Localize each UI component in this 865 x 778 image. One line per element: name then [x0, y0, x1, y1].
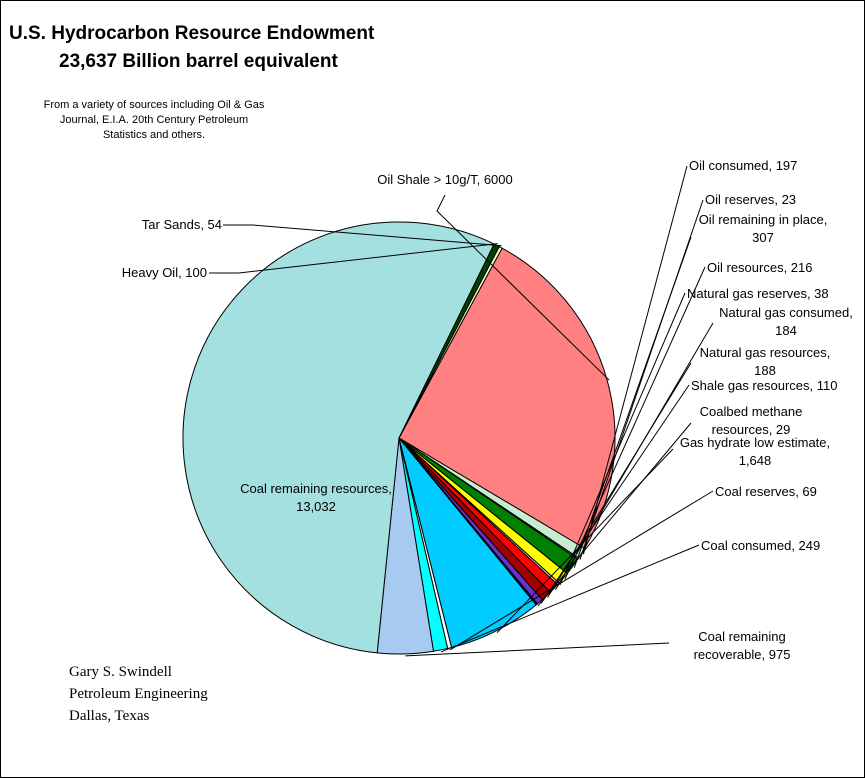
slice-label: Tar Sands, 54 — [142, 217, 222, 232]
leader-line — [209, 243, 498, 274]
pie-slice — [182, 221, 495, 654]
slice-label: Oil Shale > 10g/T, 6000 — [377, 172, 513, 187]
slice-label: Shale gas resources, 110 — [691, 378, 837, 393]
slice-label-line: Oil remaining in place, — [699, 212, 828, 227]
leader-line — [436, 194, 610, 381]
leader-line — [537, 422, 692, 607]
slice-label: Coal remaining resources, 13,032 — [240, 481, 392, 514]
leader-line — [223, 224, 502, 247]
slice-label-line: 1,648 — [739, 453, 772, 468]
slice-label: Coalbed methane resources, 29 — [700, 404, 803, 437]
slice-label: Natural gas resources, 188 — [700, 345, 831, 378]
slice-label-line: 13,032 — [296, 499, 336, 514]
slice-label-line: 188 — [754, 363, 776, 378]
slice-label: Coal consumed, 249 — [701, 538, 820, 553]
slice-label-line: Coal consumed, 249 — [701, 538, 820, 553]
slice-label-line: Oil resources, 216 — [707, 260, 813, 275]
slice-label: Coal remaining recoverable, 975 — [694, 629, 791, 662]
source-note-line: Journal, E.I.A. 20th Century Petroleum — [59, 114, 249, 126]
source-note-line: From a variety of sources including Oil … — [43, 99, 265, 111]
leader-line — [496, 448, 674, 634]
slice-label-line: Natural gas consumed, — [719, 305, 853, 320]
slice-label-line: Coal reserves, 69 — [715, 484, 817, 499]
author-name: Gary S. Swindell — [69, 664, 172, 680]
slice-label-line: Natural gas reserves, 38 — [687, 286, 829, 301]
author-department: Petroleum Engineering — [69, 686, 208, 702]
leader-line — [564, 266, 706, 580]
slice-label-line: Shale gas resources, 110 — [691, 378, 837, 393]
slice-label: Natural gas consumed, 184 — [719, 305, 853, 338]
slice-label-line: Coal remaining — [698, 629, 785, 644]
slice-label: Oil remaining in place, 307 — [699, 212, 828, 245]
pie-slice — [398, 246, 503, 439]
leader-line — [540, 384, 690, 604]
source-note: From a variety of sources including Oil … — [19, 98, 289, 143]
slice-label-line: recoverable, 975 — [694, 647, 791, 662]
slice-label-line: resources, 29 — [712, 422, 791, 437]
slice-label: Heavy Oil, 100 — [122, 265, 207, 280]
slice-label: Gas hydrate low estimate, 1,648 — [680, 435, 830, 468]
slice-label: Natural gas reserves, 38 — [687, 286, 829, 301]
slice-label: Coal reserves, 69 — [715, 484, 817, 499]
author-credits: Gary S. Swindell Petroleum Engineering D… — [69, 661, 208, 727]
slice-label-line: Natural gas resources, — [700, 345, 831, 360]
slice-label-line: Coal remaining resources, — [240, 481, 392, 496]
leader-line — [573, 236, 692, 568]
leader-line — [559, 292, 686, 586]
slice-label: Oil reserves, 23 — [705, 192, 796, 207]
leader-line — [405, 642, 670, 657]
chart-title: U.S. Hydrocarbon Resource Endowment — [9, 23, 375, 44]
slice-label-line: 184 — [775, 323, 797, 338]
slice-label: Oil resources, 216 — [707, 260, 813, 275]
slice-label-line: Heavy Oil, 100 — [122, 265, 207, 280]
slice-label-line: Gas hydrate low estimate, — [680, 435, 830, 450]
slice-label-line: Tar Sands, 54 — [142, 217, 222, 232]
chart-subtitle: 23,637 Billion barrel equivalent — [59, 51, 338, 72]
author-location: Dallas, Texas — [69, 708, 150, 724]
slice-label-line: Oil consumed, 197 — [689, 158, 797, 173]
source-note-line: Statistics and others. — [102, 129, 206, 141]
slice-label-line: Oil Shale > 10g/T, 6000 — [377, 172, 513, 187]
leader-line — [440, 544, 700, 653]
slice-label-line: 307 — [752, 230, 774, 245]
slice-label-line: Coalbed methane — [700, 404, 803, 419]
slice-label: Oil consumed, 197 — [689, 158, 797, 173]
slice-label-line: Oil reserves, 23 — [705, 192, 796, 207]
leader-line — [449, 490, 714, 651]
